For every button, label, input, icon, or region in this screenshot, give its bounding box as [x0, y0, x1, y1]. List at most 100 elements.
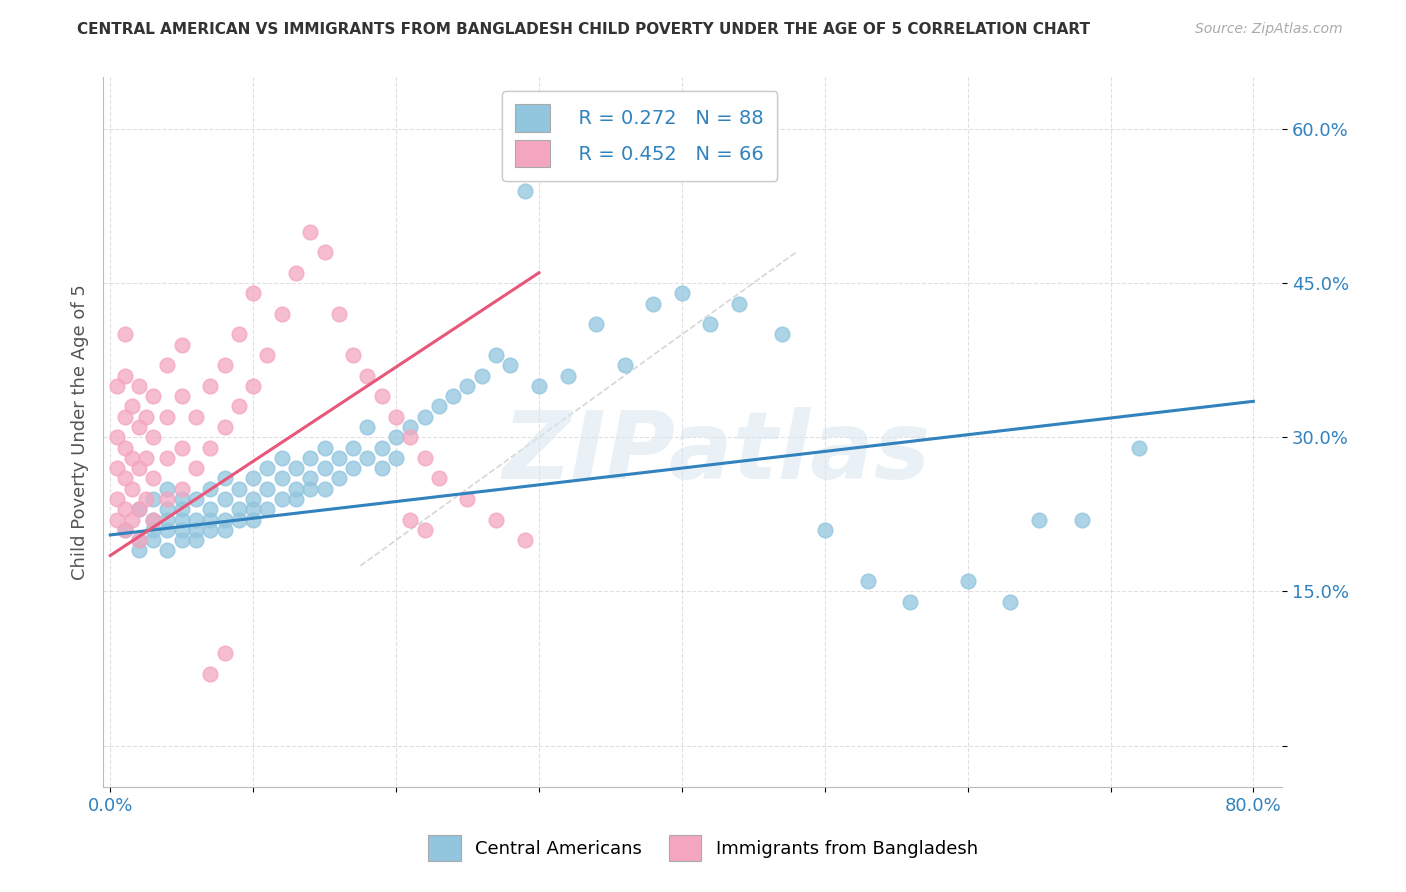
Point [200, 523, 222, 537]
Point [114, 409, 136, 424]
Point [242, 286, 264, 301]
Point [156, 512, 179, 526]
Point [399, 430, 422, 444]
Point [513, 533, 536, 547]
Point [128, 420, 150, 434]
Point [114, 523, 136, 537]
Legend:   R = 0.272   N = 88,   R = 0.452   N = 66: R = 0.272 N = 88, R = 0.452 N = 66 [502, 91, 778, 181]
Point [170, 441, 193, 455]
Point [121, 450, 143, 465]
Point [328, 450, 350, 465]
Point [1071, 512, 1094, 526]
Point [399, 512, 422, 526]
Text: Source: ZipAtlas.com: Source: ZipAtlas.com [1195, 22, 1343, 37]
Point [156, 491, 179, 506]
Point [613, 359, 636, 373]
Point [214, 523, 236, 537]
Point [170, 502, 193, 516]
Point [356, 420, 378, 434]
Point [128, 543, 150, 558]
Point [299, 450, 322, 465]
Point [285, 266, 308, 280]
Point [270, 491, 292, 506]
Point [142, 491, 165, 506]
Point [135, 491, 157, 506]
Point [242, 471, 264, 485]
Point [200, 512, 222, 526]
Point [770, 327, 793, 342]
Point [413, 409, 436, 424]
Point [256, 502, 278, 516]
Point [128, 533, 150, 547]
Point [114, 471, 136, 485]
Point [471, 368, 494, 383]
Point [107, 512, 129, 526]
Point [184, 461, 207, 475]
Point [156, 502, 179, 516]
Point [214, 471, 236, 485]
Point [184, 533, 207, 547]
Text: CENTRAL AMERICAN VS IMMIGRANTS FROM BANGLADESH CHILD POVERTY UNDER THE AGE OF 5 : CENTRAL AMERICAN VS IMMIGRANTS FROM BANG… [77, 22, 1090, 37]
Point [142, 523, 165, 537]
Point [200, 441, 222, 455]
Point [356, 450, 378, 465]
Point [114, 523, 136, 537]
Point [184, 409, 207, 424]
Point [1028, 512, 1050, 526]
Point [128, 533, 150, 547]
Point [413, 450, 436, 465]
Point [499, 359, 522, 373]
Point [228, 482, 250, 496]
Point [256, 482, 278, 496]
Point [457, 491, 479, 506]
Point [156, 409, 179, 424]
Point [557, 368, 579, 383]
Point [142, 533, 165, 547]
Point [107, 491, 129, 506]
Point [485, 512, 508, 526]
Point [170, 533, 193, 547]
Point [156, 450, 179, 465]
Point [285, 491, 308, 506]
Point [156, 543, 179, 558]
Point [342, 441, 364, 455]
Point [242, 502, 264, 516]
Point [214, 512, 236, 526]
Point [427, 471, 450, 485]
Point [121, 512, 143, 526]
Point [1128, 441, 1150, 455]
Point [156, 482, 179, 496]
Point [170, 482, 193, 496]
Point [371, 441, 394, 455]
Point [200, 666, 222, 681]
Point [142, 512, 165, 526]
Point [314, 441, 336, 455]
Point [128, 379, 150, 393]
Point [314, 461, 336, 475]
Point [371, 389, 394, 403]
Point [728, 296, 751, 310]
Point [114, 368, 136, 383]
Point [371, 461, 394, 475]
Legend: Central Americans, Immigrants from Bangladesh: Central Americans, Immigrants from Bangl… [419, 826, 987, 870]
Point [399, 420, 422, 434]
Point [214, 491, 236, 506]
Point [385, 409, 408, 424]
Point [170, 337, 193, 351]
Point [107, 379, 129, 393]
Point [413, 523, 436, 537]
Point [200, 502, 222, 516]
Point [527, 379, 550, 393]
Point [170, 491, 193, 506]
Point [114, 502, 136, 516]
Point [184, 491, 207, 506]
Point [1000, 595, 1022, 609]
Point [128, 461, 150, 475]
Point [242, 491, 264, 506]
Point [256, 461, 278, 475]
Point [128, 502, 150, 516]
Point [285, 461, 308, 475]
Point [142, 471, 165, 485]
Point [142, 512, 165, 526]
Point [135, 450, 157, 465]
